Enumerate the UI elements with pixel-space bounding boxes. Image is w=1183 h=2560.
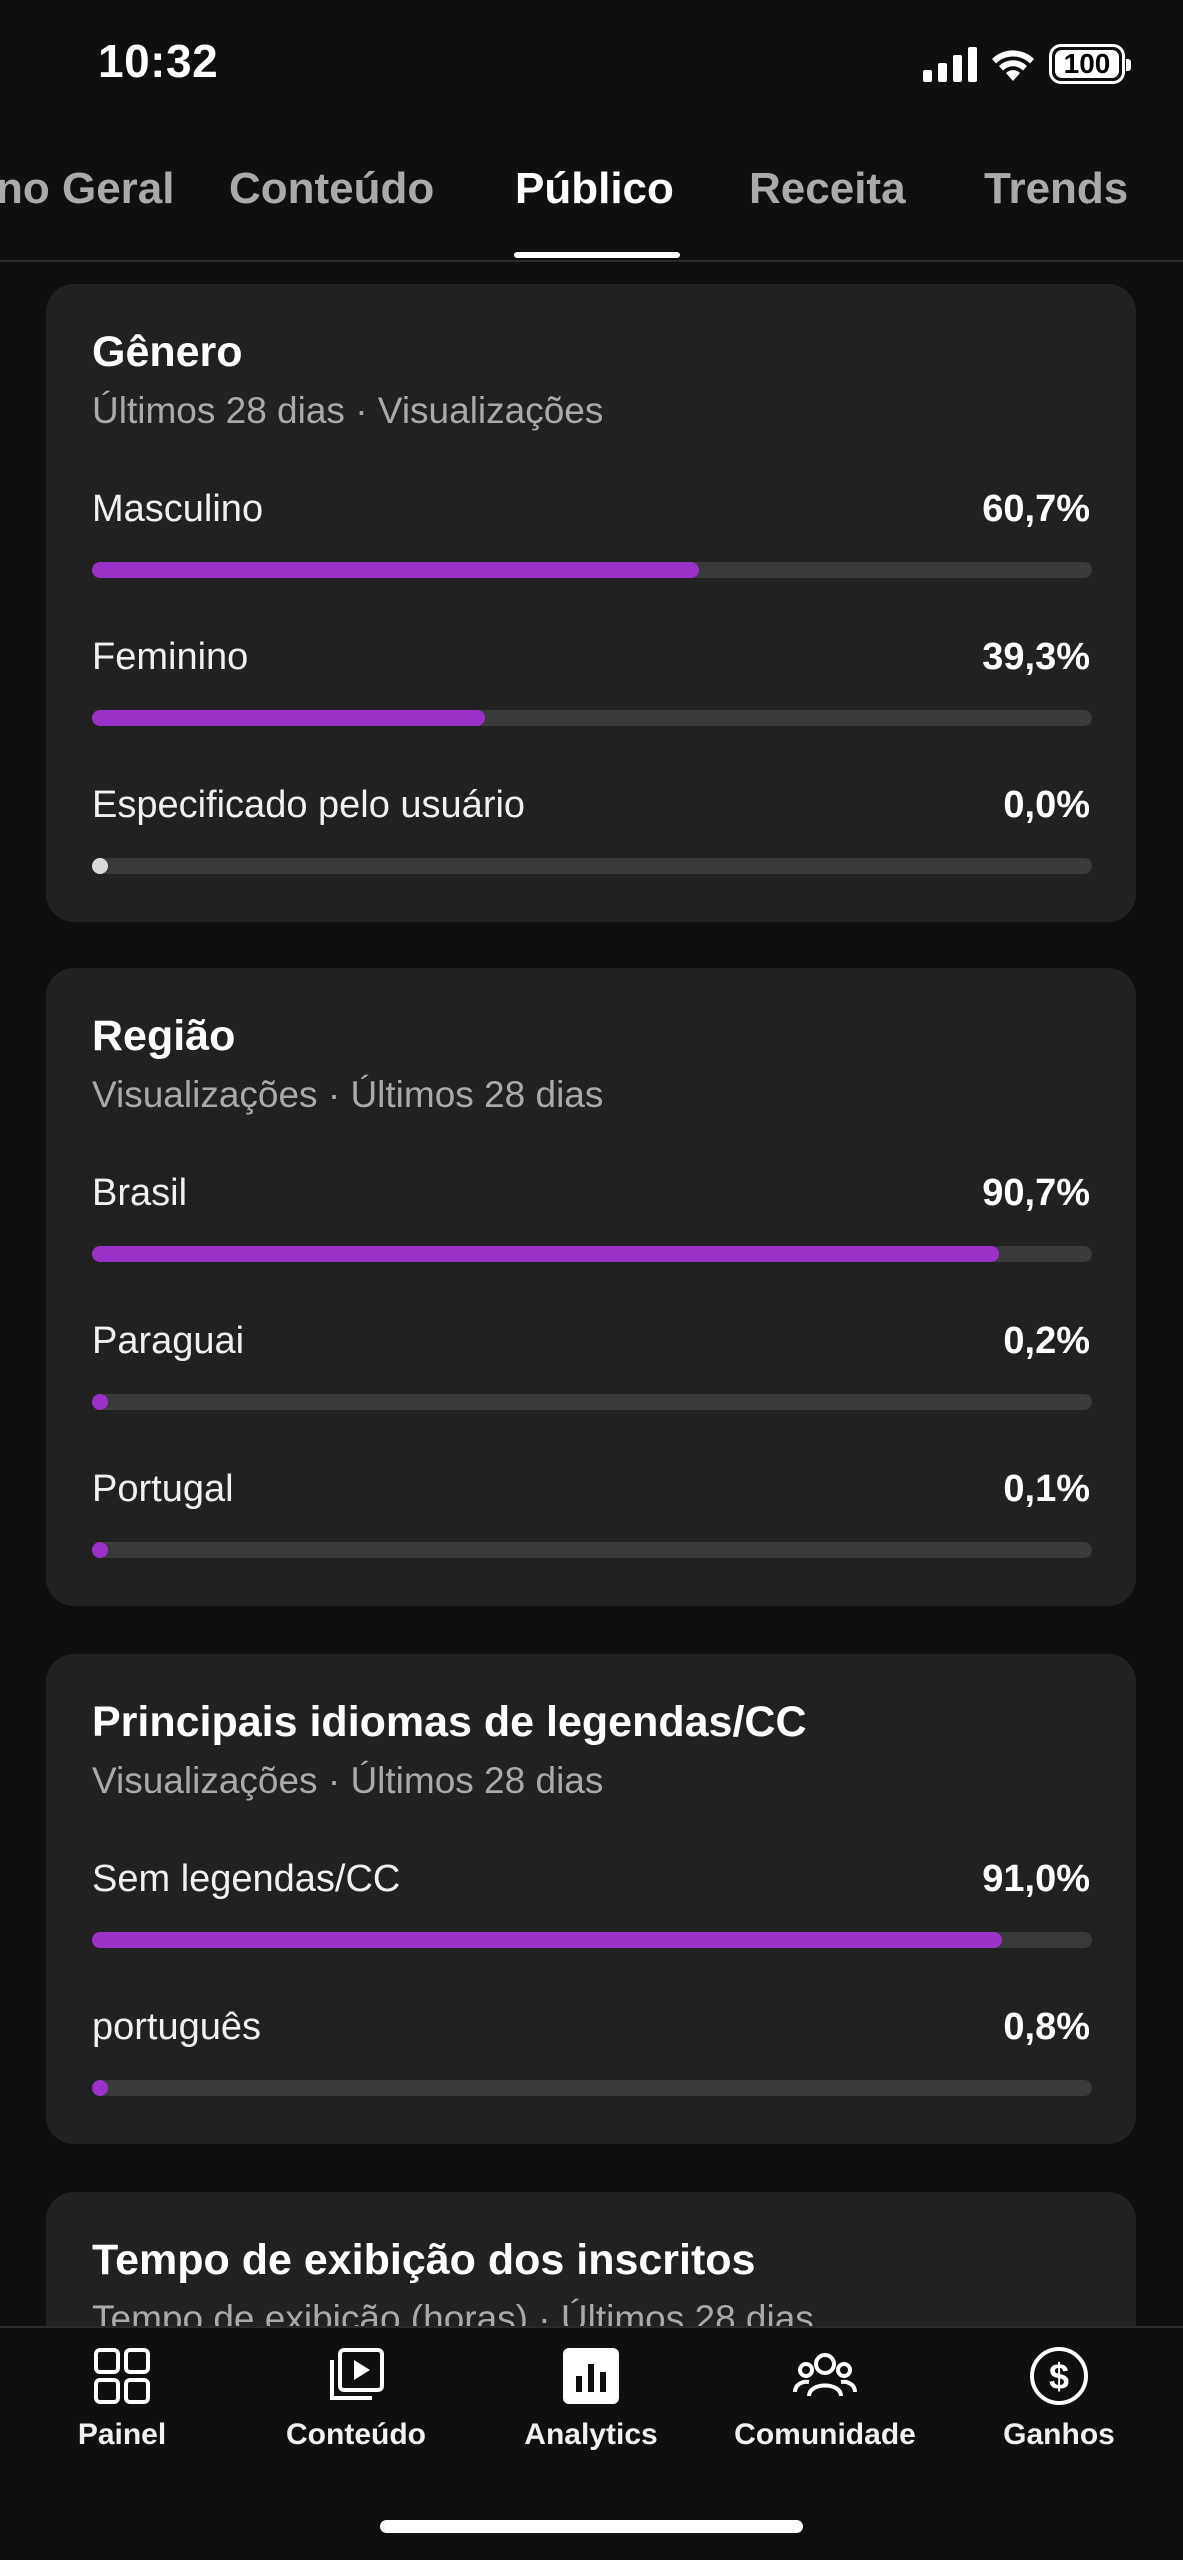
captions-card: Principais idiomas de legendas/CC Visual… (46, 1654, 1136, 2144)
tab-trends[interactable]: Trends (984, 164, 1129, 213)
status-time: 10:32 (98, 35, 219, 87)
row-label: português (92, 2006, 262, 2048)
status-bar: 10:32 100 (0, 0, 1183, 130)
tab-revenue[interactable]: Receita (749, 164, 906, 213)
progress-bar (92, 1246, 999, 1262)
cellular-signal-icon (923, 46, 977, 82)
status-icons: 100 (923, 42, 1131, 86)
analytics-icon (563, 2348, 619, 2404)
row-label: Paraguai (92, 1320, 245, 1362)
nav-dashboard[interactable]: Painel (12, 2344, 232, 2452)
card-subtitle: Últimos 28 dias · Visualizações (92, 390, 604, 431)
progress-bar (92, 1542, 108, 1558)
progress-bar (92, 2080, 108, 2096)
card-title: Gênero (92, 328, 243, 376)
tab-audience[interactable]: Público (515, 164, 674, 213)
progress-track (92, 1246, 1092, 1262)
nav-content[interactable]: Conteúdo (246, 2344, 466, 2452)
card-subtitle: Tempo de exibição (horas) · Últimos 28 d… (92, 2298, 814, 2328)
progress-track (92, 1542, 1092, 1558)
nav-label: Analytics (524, 2418, 658, 2451)
progress-track (92, 562, 1092, 578)
active-tab-indicator (514, 252, 680, 258)
progress-track (92, 2080, 1092, 2096)
row-label: Portugal (92, 1468, 234, 1510)
progress-track (92, 1394, 1092, 1410)
card-title: Região (92, 1012, 236, 1060)
audience-content[interactable]: Gênero Últimos 28 dias · Visualizações M… (0, 264, 1183, 2328)
nav-label: Painel (77, 2418, 167, 2451)
card-title: Tempo de exibição dos inscritos (92, 2236, 756, 2284)
nav-analytics[interactable]: Analytics (481, 2344, 701, 2452)
battery-icon: 100 (1049, 44, 1131, 84)
earnings-icon: $ (1030, 2347, 1088, 2405)
row-value: 0,8% (1003, 2006, 1090, 2048)
tab-content[interactable]: Conteúdo (229, 164, 435, 213)
row-value: 91,0% (982, 1858, 1090, 1900)
gender-card: Gênero Últimos 28 dias · Visualizações M… (46, 284, 1136, 922)
nav-earnings[interactable]: $ Ganhos (949, 2344, 1169, 2452)
row-label: Sem legendas/CC (92, 1858, 401, 1900)
row-label: Masculino (92, 488, 264, 530)
card-subtitle: Visualizações · Últimos 28 dias (92, 1074, 604, 1115)
tab-overview[interactable]: no Geral (0, 164, 175, 213)
wifi-icon (991, 47, 1035, 81)
row-value: 90,7% (982, 1172, 1090, 1214)
progress-bar (92, 1394, 108, 1410)
region-card: Região Visualizações · Últimos 28 dias B… (46, 968, 1136, 1606)
card-subtitle: Visualizações · Últimos 28 dias (92, 1760, 604, 1801)
nav-label: Comunidade (734, 2418, 916, 2451)
progress-bar (92, 710, 485, 726)
svg-text:$: $ (1049, 2356, 1069, 2397)
subscriber-watch-time-card: Tempo de exibição dos inscritos Tempo de… (46, 2192, 1136, 2328)
progress-track (92, 1932, 1092, 1948)
row-label: Brasil (92, 1172, 188, 1214)
row-value: 39,3% (982, 636, 1090, 678)
row-label: Feminino (92, 636, 249, 678)
home-indicator[interactable] (380, 2520, 803, 2533)
row-value: 0,2% (1003, 1320, 1090, 1362)
dashboard-icon (94, 2348, 150, 2404)
row-value: 0,1% (1003, 1468, 1090, 1510)
progress-bar (92, 1932, 1002, 1948)
progress-track (92, 858, 1092, 874)
progress-track (92, 710, 1092, 726)
nav-community[interactable]: Comunidade (715, 2344, 935, 2452)
row-value: 0,0% (1003, 784, 1090, 826)
progress-bar (92, 562, 699, 578)
community-icon (793, 2353, 857, 2397)
row-value: 60,7% (982, 488, 1090, 530)
content-icon (330, 2348, 384, 2400)
card-title: Principais idiomas de legendas/CC (92, 1698, 807, 1746)
nav-label: Ganhos (1003, 2418, 1115, 2451)
nav-label: Conteúdo (286, 2418, 426, 2451)
battery-level: 100 (1063, 48, 1111, 79)
analytics-tabs: no Geral Conteúdo Público Receita Trends (0, 150, 1183, 262)
progress-bar (92, 858, 108, 874)
row-label: Especificado pelo usuário (92, 784, 526, 826)
